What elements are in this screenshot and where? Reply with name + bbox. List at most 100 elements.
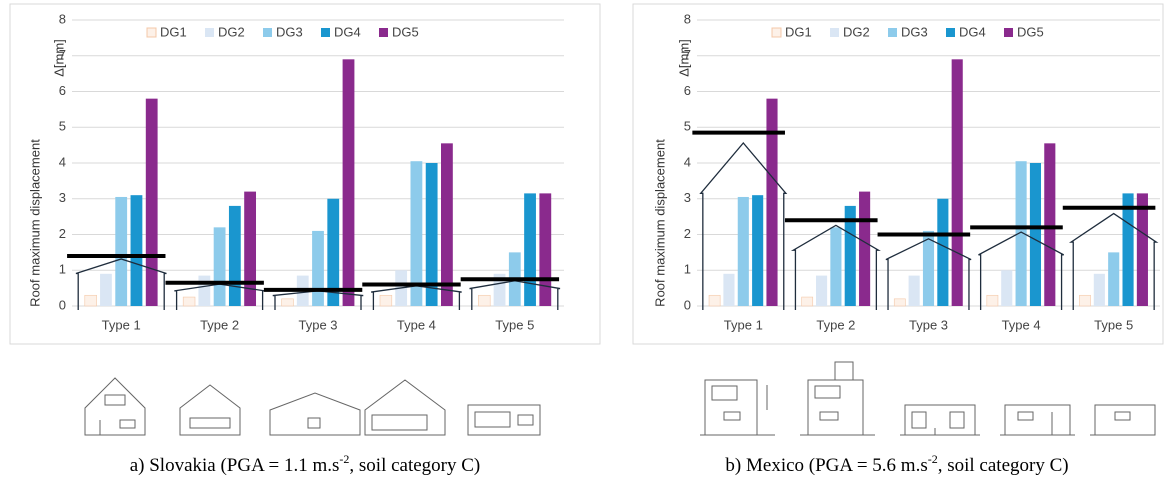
- y-tick-label: 4: [59, 154, 66, 169]
- y-tick-label: 3: [684, 190, 691, 205]
- panel-border: [632, 3, 1164, 345]
- y-tick-label: 1: [684, 262, 691, 277]
- caption-tail: , soil category C): [938, 455, 1069, 476]
- bar: [986, 294, 999, 307]
- legend-swatch: [205, 28, 214, 37]
- caption: a) Slovakia (PGA = 1.1 m.s-2, soil categ…: [130, 452, 481, 477]
- bar: [1015, 161, 1027, 306]
- legend-label: DG4: [334, 24, 361, 39]
- bar: [1079, 294, 1091, 307]
- bar: [198, 275, 211, 306]
- bar: [922, 230, 935, 306]
- y-axis-label: Roof maximum displacement: [27, 139, 42, 307]
- x-tick-label: Type 3: [298, 317, 337, 332]
- panel-border: [9, 3, 601, 345]
- bar: [213, 227, 226, 306]
- x-tick-label: Type 1: [724, 317, 763, 332]
- legend-label: DG4: [959, 24, 986, 39]
- y-tick-label: 7: [684, 47, 691, 62]
- x-tick-label: Type 5: [1094, 317, 1133, 332]
- bar: [937, 198, 949, 306]
- bar: [425, 163, 438, 306]
- bar: [1136, 193, 1148, 306]
- bar: [379, 294, 393, 307]
- y-tick-label: 1: [59, 262, 66, 277]
- x-tick-label: Type 5: [495, 317, 534, 332]
- bar: [493, 273, 506, 306]
- legend-label: DG3: [276, 24, 303, 39]
- house-outline: [699, 142, 788, 310]
- bar: [893, 298, 906, 307]
- house-outline: [75, 258, 167, 310]
- bar: [737, 196, 749, 306]
- legend-label: DG1: [785, 24, 812, 39]
- legend-swatch: [146, 27, 157, 38]
- y-tick-label: 0: [684, 297, 691, 312]
- bar: [100, 273, 112, 306]
- legend-swatch: [321, 28, 330, 37]
- y-tick-label: 7: [59, 47, 66, 62]
- bar: [84, 294, 97, 307]
- bar: [951, 59, 963, 307]
- bar: [752, 195, 764, 306]
- bar: [524, 193, 536, 306]
- bar: [182, 296, 196, 307]
- caption-tail: , soil category C): [349, 455, 480, 476]
- bar: [908, 275, 920, 306]
- bar: [708, 294, 721, 307]
- legend-swatch: [888, 28, 897, 37]
- y-tick-label: 3: [59, 190, 66, 205]
- legend-label: DG5: [1017, 24, 1044, 39]
- legend-swatch: [379, 28, 388, 37]
- legend-label: DG2: [843, 24, 870, 39]
- bar: [281, 298, 294, 307]
- bar: [228, 205, 241, 306]
- x-tick-label: Type 2: [816, 317, 855, 332]
- bar: [766, 98, 778, 307]
- y-tick-label: 8: [684, 11, 691, 26]
- bar: [844, 205, 856, 306]
- y-tick-label: 6: [684, 83, 691, 98]
- bar: [539, 193, 552, 306]
- bar: [801, 296, 814, 307]
- x-tick-label: Type 4: [1002, 317, 1041, 332]
- y-tick-label: 2: [59, 226, 66, 241]
- bar: [312, 230, 324, 306]
- y-tick-label: 2: [684, 226, 691, 241]
- caption: b) Mexico (PGA = 5.6 m.s-2, soil categor…: [725, 452, 1068, 477]
- house-outline: [885, 238, 972, 310]
- legend-swatch: [830, 28, 839, 37]
- bar: [115, 196, 128, 306]
- legend-swatch: [1004, 28, 1013, 37]
- bar: [723, 273, 735, 306]
- bar: [815, 275, 828, 306]
- y-axis-unit: Δ[mm]: [676, 39, 691, 77]
- bar: [859, 191, 871, 306]
- y-tick-label: 4: [684, 154, 691, 169]
- x-tick-label: Type 1: [102, 317, 141, 332]
- bar: [410, 161, 423, 306]
- caption-superscript: -2: [928, 452, 938, 466]
- legend-label: DG5: [392, 24, 419, 39]
- legend-swatch: [771, 27, 782, 38]
- bar: [830, 227, 842, 306]
- x-tick-label: Type 3: [909, 317, 948, 332]
- bar: [145, 98, 158, 307]
- caption-text: b) Mexico (PGA = 5.6 m.s: [725, 455, 927, 476]
- y-tick-label: 5: [684, 119, 691, 134]
- legend-swatch: [263, 28, 272, 37]
- bar: [244, 191, 257, 306]
- house-outline: [1068, 212, 1159, 310]
- y-tick-label: 0: [59, 297, 66, 312]
- bar: [342, 59, 355, 307]
- bar: [327, 198, 340, 306]
- building-sketches: [84, 361, 1156, 436]
- x-tick-label: Type 4: [397, 317, 436, 332]
- y-axis-label: Roof maximum displacement: [652, 139, 667, 307]
- bar: [1093, 273, 1105, 306]
- caption-superscript: -2: [339, 452, 349, 466]
- x-tick-label: Type 2: [200, 317, 239, 332]
- bar: [478, 294, 491, 307]
